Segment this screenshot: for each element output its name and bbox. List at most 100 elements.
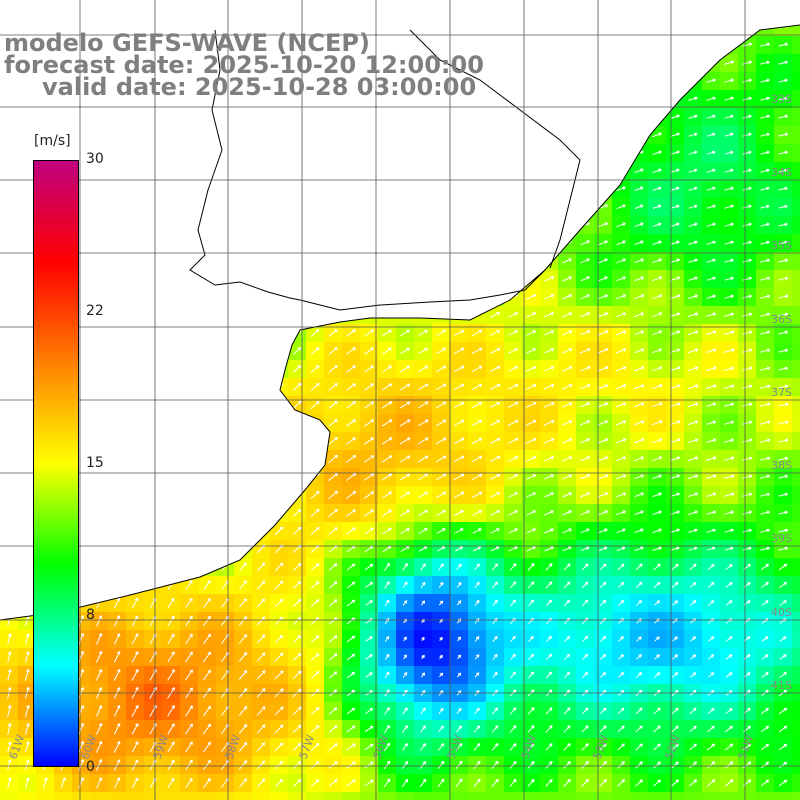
- wind-cell: [792, 306, 800, 325]
- wind-arrow: [274, 652, 284, 662]
- wind-arrow: [759, 438, 771, 443]
- wind-arrow: [345, 490, 357, 499]
- wind-arrow: [310, 779, 320, 787]
- wind-arrow: [561, 348, 573, 354]
- wind-arrow: [706, 240, 716, 245]
- wind-arrow: [707, 672, 715, 678]
- wind-arrow: [723, 330, 735, 335]
- wind-arrow: [760, 186, 770, 191]
- wind-arrow: [525, 384, 537, 390]
- colorbar-tick-0: 0: [86, 759, 95, 775]
- wind-arrow: [617, 725, 625, 733]
- wind-arrow: [526, 546, 536, 552]
- wind-arrow: [492, 653, 498, 660]
- wind-arrow: [777, 294, 789, 299]
- wind-arrow: [599, 599, 607, 607]
- wind-arrow: [706, 312, 717, 317]
- wind-arrow: [580, 294, 590, 300]
- wind-arrow: [473, 760, 481, 770]
- wind-arrow: [256, 562, 266, 572]
- wind-cell: [792, 414, 800, 433]
- wind-cell: [792, 576, 800, 595]
- wind-cell: [252, 792, 271, 800]
- wind-arrow: [652, 168, 662, 173]
- wind-arrow: [489, 347, 501, 354]
- wind-arrow: [778, 78, 788, 83]
- wind-arrow: [670, 294, 681, 300]
- wind-arrow: [528, 635, 534, 642]
- wind-arrow: [724, 186, 734, 191]
- wind-arrow: [274, 670, 284, 680]
- wind-arrow: [742, 114, 752, 119]
- wind-arrow: [507, 419, 519, 426]
- wind-arrow: [778, 312, 789, 317]
- wind-arrow: [78, 615, 84, 627]
- wind-arrow: [543, 456, 555, 462]
- wind-arrow: [581, 563, 589, 571]
- wind-arrow: [760, 743, 770, 751]
- wind-arrow: [456, 563, 462, 571]
- wind-arrow: [203, 580, 211, 590]
- wind-arrow: [438, 725, 444, 733]
- wind-arrow: [7, 651, 12, 663]
- wind-arrow: [292, 364, 302, 373]
- wind-arrow: [292, 580, 302, 590]
- wind-arrow: [778, 330, 789, 335]
- wind-arrow: [581, 743, 589, 751]
- wind-arrow: [185, 705, 193, 717]
- wind-arrow: [634, 168, 644, 174]
- border-line: [189, 29, 301, 301]
- wind-arrow: [167, 651, 175, 663]
- wind-arrow: [384, 599, 390, 607]
- wind-arrow: [670, 492, 680, 497]
- wind-arrow: [383, 742, 391, 752]
- wind-arrow: [778, 546, 789, 551]
- wind-arrow: [402, 725, 408, 733]
- wind-arrow: [239, 580, 247, 590]
- wind-arrow: [669, 402, 681, 408]
- wind-arrow: [474, 599, 480, 606]
- wind-arrow: [671, 743, 679, 751]
- wind-arrow: [705, 366, 717, 371]
- wind-arrow: [689, 600, 697, 606]
- wind-arrow: [598, 240, 608, 246]
- wind-arrow: [705, 474, 717, 479]
- wind-arrow: [635, 707, 643, 715]
- wind-arrow: [670, 186, 680, 191]
- wind-arrow: [203, 597, 211, 608]
- wind-arrow: [439, 672, 444, 678]
- wind-arrow: [652, 528, 662, 534]
- wind-arrow: [508, 312, 519, 318]
- wind-arrow: [725, 564, 733, 570]
- wind-arrow: [543, 438, 555, 444]
- wind-arrow: [131, 597, 139, 609]
- wind-arrow: [456, 725, 462, 733]
- wind-arrow: [510, 653, 516, 661]
- wind-arrow: [634, 204, 644, 209]
- wind-arrow: [131, 615, 139, 627]
- wind-arrow: [384, 562, 390, 571]
- wind-arrow: [634, 510, 644, 516]
- wind-arrow: [364, 725, 374, 733]
- wind-arrow: [778, 528, 789, 533]
- wind-arrow: [724, 294, 734, 299]
- wind-arrow: [616, 438, 627, 444]
- wind-arrow: [778, 42, 789, 47]
- wind-arrow: [581, 707, 589, 715]
- wind-arrow: [402, 563, 408, 571]
- wind-arrow: [310, 563, 320, 571]
- wind-arrow: [203, 777, 211, 788]
- wind-arrow: [779, 761, 788, 769]
- wind-arrow: [671, 779, 680, 787]
- wind-arrow: [274, 526, 284, 536]
- wind-arrow: [670, 132, 680, 137]
- wind-arrow: [563, 707, 571, 715]
- wind-arrow: [724, 150, 734, 155]
- wind-arrow: [402, 581, 408, 589]
- wind-arrow: [633, 420, 645, 426]
- wind-arrow: [418, 491, 429, 499]
- wind-arrow: [78, 705, 85, 717]
- wind-arrow: [455, 743, 463, 751]
- wind-arrow: [455, 778, 463, 788]
- wind-arrow: [453, 419, 465, 427]
